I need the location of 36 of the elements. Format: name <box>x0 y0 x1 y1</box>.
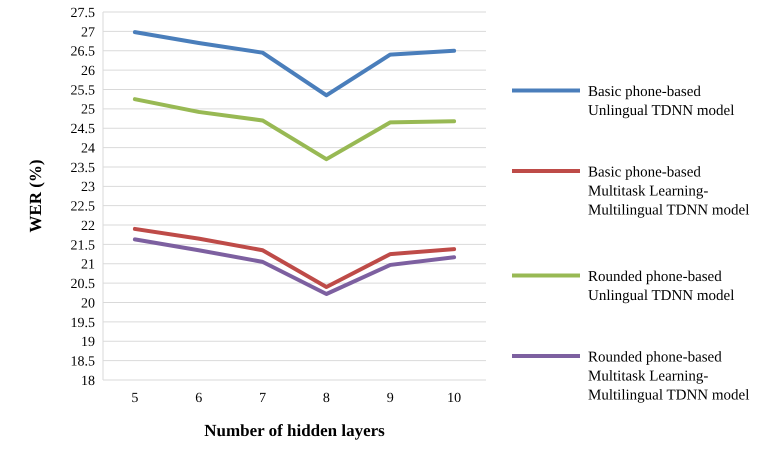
y-tick-label: 27.5 <box>70 6 95 21</box>
y-tick-label: 20.5 <box>70 277 95 292</box>
y-tick-label: 27 <box>81 25 95 40</box>
x-axis-title: Number of hidden layers <box>204 421 386 440</box>
line-series <box>132 237 456 296</box>
y-tick-label: 21.5 <box>70 238 95 254</box>
line-series <box>132 226 456 290</box>
y-axis-title: WER (%) <box>26 159 45 233</box>
x-tick-label: 9 <box>386 391 394 406</box>
y-tick-label: 23.5 <box>70 160 95 176</box>
y-tick-label: 25.5 <box>70 83 95 98</box>
y-tick-label: 24 <box>81 141 95 156</box>
y-tick-label: 26 <box>81 64 95 80</box>
y-tick-label: 19 <box>81 335 95 350</box>
y-tick-label: 22 <box>81 218 95 234</box>
line-series <box>132 97 456 162</box>
x-tick-label: 10 <box>447 391 462 406</box>
legend-label: Rounded phone-based Multitask Learning-Multilingual TDNN model <box>588 349 750 404</box>
x-tick-label: 8 <box>322 391 330 406</box>
y-tick-label: 24.5 <box>70 122 95 138</box>
x-tick-label: 6 <box>195 391 202 406</box>
legend-label: Basic phone-based Unlingual TDNN model <box>588 84 734 119</box>
y-tick-label: 18.5 <box>70 354 95 370</box>
x-tick-label: 5 <box>131 391 138 406</box>
legend-label: Basic phone-based Multitask Learning-Multilingual TDNN model <box>588 164 750 218</box>
y-tick-label: 23 <box>81 180 95 196</box>
x-tick-label: 7 <box>259 391 266 406</box>
y-tick-label: 25 <box>81 102 95 118</box>
y-tick-label: 19.5 <box>70 316 95 331</box>
y-tick-label: 22.5 <box>70 200 95 215</box>
legend-label: Rounded phone-based Unlingual TDNN model <box>588 268 734 304</box>
y-tick-label: 20 <box>81 296 95 312</box>
y-tick-label: 26.5 <box>70 44 95 60</box>
line-series <box>132 30 456 98</box>
y-tick-label: 21 <box>81 258 95 273</box>
y-tick-label: 18 <box>81 374 95 389</box>
